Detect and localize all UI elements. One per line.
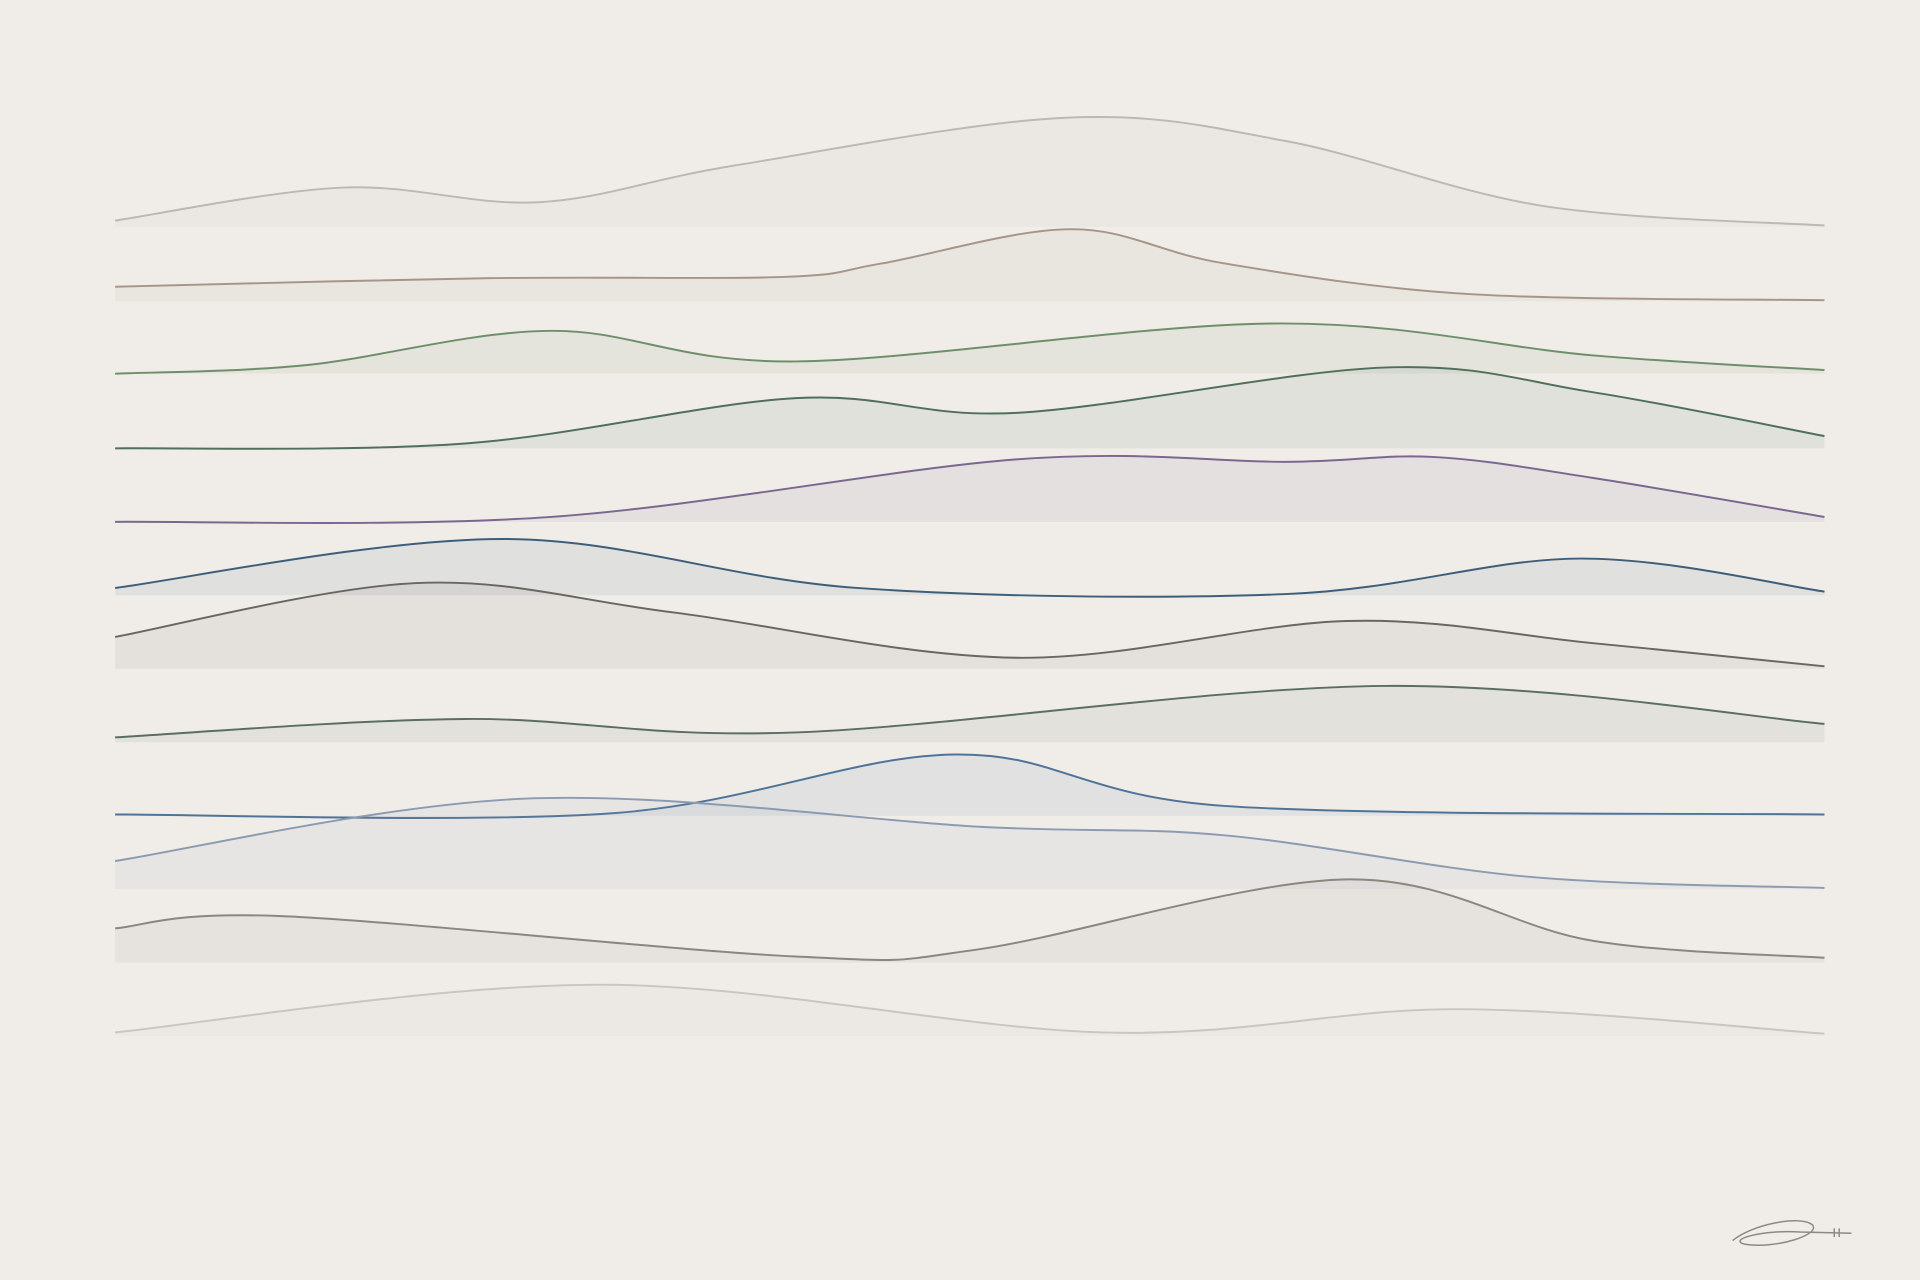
ridge-line [115,983,1825,1035]
signature [1732,1220,1852,1246]
ridge-line [115,322,1825,375]
ridge-line [114,537,1825,598]
ridge-line [114,116,1825,227]
ridge-line [115,366,1825,450]
ridge-line [114,796,1825,889]
ridge-fill [115,116,1825,227]
ridge-fill [115,582,1825,669]
ridge-fill [115,754,1825,819]
ridge-line [115,684,1825,739]
ridge-fill [115,455,1825,524]
ridge-line [115,753,1825,819]
ridge-fill [115,685,1825,743]
ridge-fill [115,984,1825,1037]
ridges [114,116,1825,1037]
ridge-line [115,878,1825,961]
ridge-line [115,228,1825,302]
ridge-fill [115,797,1825,890]
ridge-line [114,581,1825,668]
ridge-fill [115,879,1825,963]
ridge-line [115,454,1825,524]
ridge-fill [115,323,1825,374]
ridge-fill [115,538,1825,597]
ridge-fill [115,229,1825,302]
ridge-fill [115,367,1825,449]
